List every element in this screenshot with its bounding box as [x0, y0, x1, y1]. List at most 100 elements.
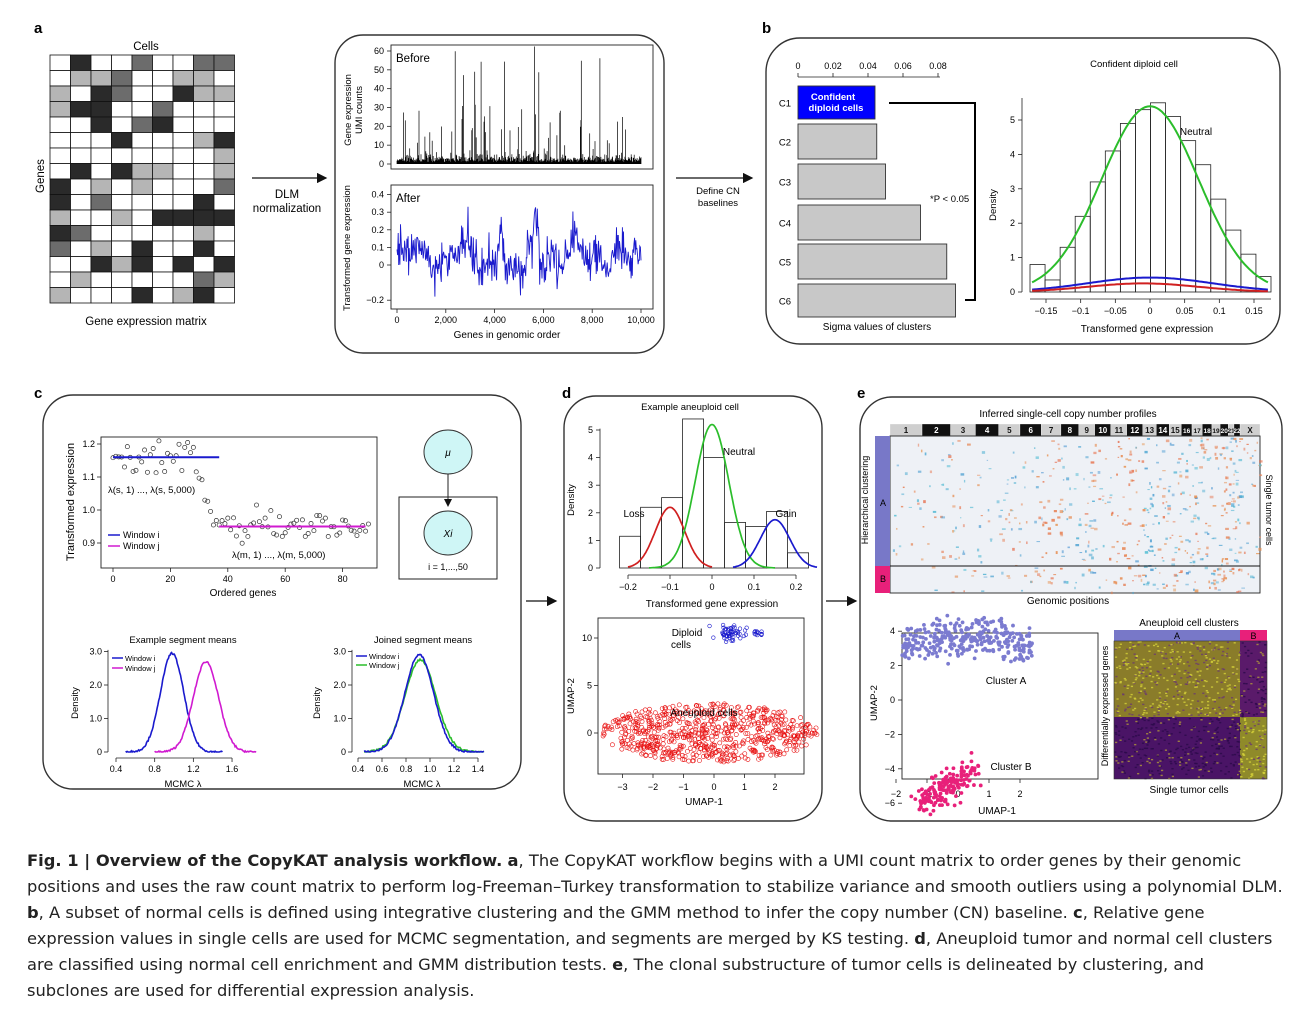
chrom-label: 22 — [1233, 428, 1241, 435]
aneuploid-point — [720, 702, 726, 708]
cn-heat-cell — [1254, 449, 1257, 452]
de-heat-cell — [1169, 750, 1172, 752]
cn-heat-cell — [1221, 580, 1224, 583]
c-point — [357, 527, 363, 533]
aneuploid-point — [799, 743, 804, 749]
b-hist-ytick-label: 3 — [1010, 184, 1015, 194]
de-heat-cell — [1138, 748, 1142, 750]
cn-heat-cell — [1230, 437, 1235, 440]
cn-heat-cell — [1162, 515, 1166, 519]
de-heat-cell — [1143, 739, 1146, 741]
aneuploid-point — [783, 738, 789, 744]
de-heat-cell — [1197, 663, 1200, 665]
aneuploid-point — [679, 731, 685, 737]
de-heat-cell — [1178, 670, 1181, 672]
cluster-b-point — [944, 789, 949, 794]
de-heat-cell — [1132, 662, 1135, 664]
cluster-a-point — [905, 626, 910, 631]
aneuploid-point — [755, 720, 761, 726]
cluster-a-point — [910, 652, 915, 657]
aneuploid-point — [664, 756, 670, 761]
de-heat-cell — [1150, 758, 1154, 761]
aneuploid-point — [696, 730, 702, 736]
cn-heat-cell — [947, 454, 951, 456]
cn-heat-cell — [1140, 578, 1143, 582]
cn-heat-cell — [1192, 485, 1195, 487]
de-heat-cell — [1119, 680, 1122, 683]
de-heat-cell — [1246, 758, 1249, 760]
de-heat-cell — [1263, 769, 1266, 772]
de-heat-cell — [1146, 717, 1149, 719]
de-heat-cell — [1205, 690, 1208, 692]
de-heat-cell — [1176, 642, 1179, 644]
de-heat-cell — [1255, 713, 1258, 715]
aneuploid-point — [701, 747, 707, 753]
cn-heat-cell — [1058, 447, 1061, 450]
de-heat-cell — [1142, 703, 1145, 706]
de-heat-cell — [1225, 765, 1228, 768]
diploid-point — [744, 625, 749, 630]
cn-heat-cell — [1235, 482, 1239, 486]
cn-heat-cell — [1057, 459, 1061, 462]
aneuploid-point — [651, 748, 657, 753]
de-heat-cell — [1180, 696, 1183, 698]
cn-heat-cell — [1034, 520, 1037, 524]
de-heat-cell — [1264, 644, 1267, 646]
matrix-cell — [172, 116, 194, 133]
de-heat-cell — [1179, 764, 1182, 766]
a-xtick-label: 8,000 — [581, 315, 604, 325]
aneuploid-point — [635, 740, 641, 746]
cn-heat-cell — [1012, 547, 1015, 551]
after-title: After — [396, 193, 420, 205]
cn-heat-cell — [1113, 580, 1116, 584]
d-ytick-label: 3 — [588, 480, 593, 490]
aneuploid-point — [646, 718, 652, 724]
aneuploid-point — [743, 725, 749, 730]
de-heat-cell — [1248, 742, 1251, 744]
cn-heat-cell — [1052, 467, 1055, 470]
de-heat-cell — [1232, 673, 1235, 675]
cn-heat-cell — [1154, 515, 1158, 517]
matrix-cell — [131, 101, 153, 118]
de-heat-cell — [1213, 647, 1216, 649]
de-heat-cell — [1159, 674, 1162, 676]
de-heat-cell — [1232, 764, 1235, 766]
cn-heat-cell — [1127, 522, 1132, 525]
matrix-cell — [193, 70, 215, 87]
de-heat-cell — [1236, 740, 1239, 743]
cn-heat-cell — [1234, 469, 1237, 473]
cluster-a-point — [981, 648, 985, 652]
de-heat-cell — [1150, 680, 1153, 683]
matrix-cell — [172, 132, 194, 149]
de-heat-cell — [1143, 719, 1146, 722]
cn-heat-cell — [1189, 505, 1191, 508]
de-heat-cell — [1157, 711, 1160, 713]
seg-xtick-label: 0.8 — [148, 764, 161, 774]
de-heat-cell — [1193, 759, 1196, 761]
cn-heat-cell — [1196, 516, 1200, 519]
aneuploid-point — [800, 729, 806, 735]
de-heat-cell — [1222, 668, 1226, 671]
aneuploid-point — [671, 739, 677, 745]
de-heat-cell — [1221, 712, 1224, 714]
cn-heat-cell — [894, 514, 897, 517]
matrix-cell — [111, 116, 133, 133]
c-point — [199, 477, 205, 483]
cn-heat-cell — [960, 473, 965, 476]
de-heat-cell — [1234, 725, 1237, 727]
d-hist-bar — [766, 511, 788, 569]
de-heat-cell — [1180, 677, 1183, 679]
cn-heat-cell — [1180, 492, 1183, 496]
cn-heat-cell — [952, 494, 955, 498]
after-ytick-label: −0.2 — [366, 295, 384, 305]
de-heat-cell — [1244, 652, 1247, 654]
cn-heat-cell — [1084, 523, 1088, 526]
de-heat-cell — [1134, 698, 1137, 700]
de-heat-cell — [1173, 673, 1176, 675]
cn-heat-cell — [1145, 524, 1147, 526]
de-heat-cell — [1203, 680, 1207, 682]
matrix-cell — [90, 85, 112, 102]
de-heat-cell — [1175, 712, 1178, 714]
cn-heat-cell — [1149, 550, 1152, 552]
cluster-a-point — [1009, 659, 1013, 664]
